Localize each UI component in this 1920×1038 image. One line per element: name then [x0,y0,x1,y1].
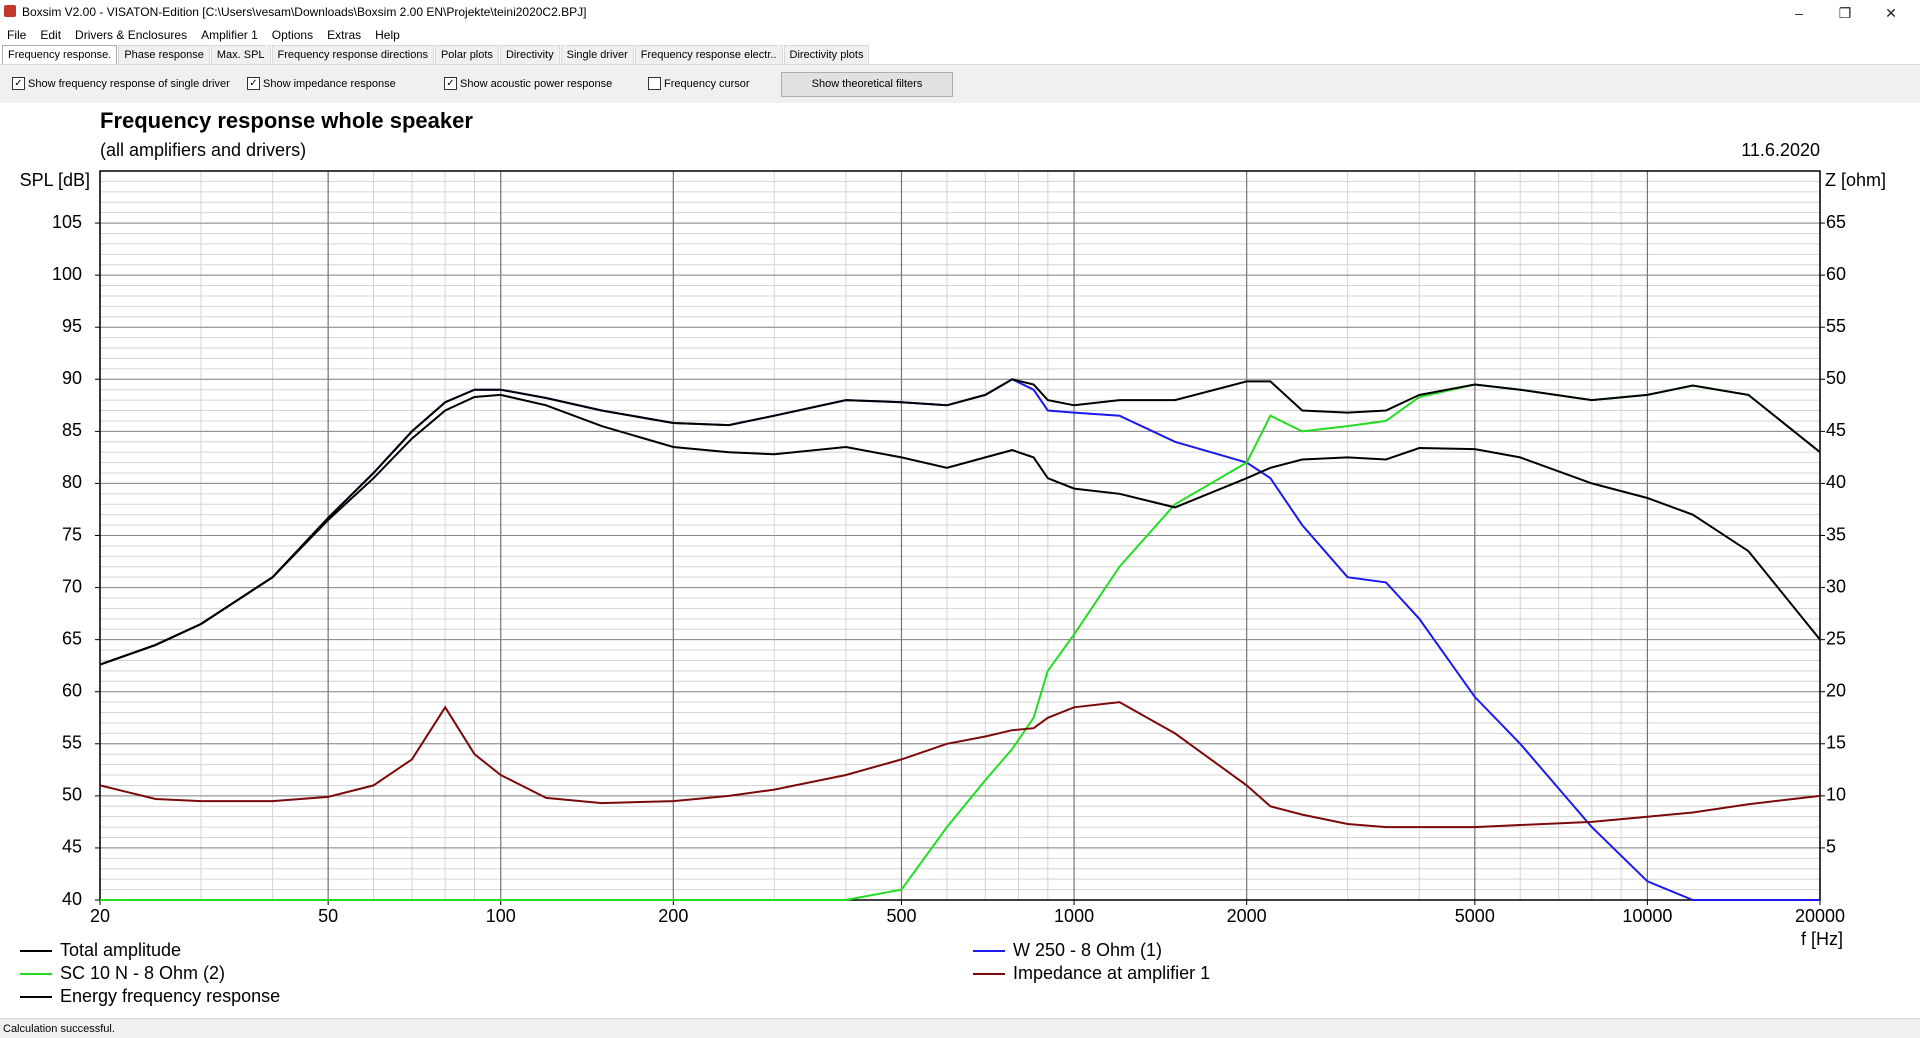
y-tick-label: 80 [62,472,82,492]
y-tick-label: 55 [62,733,82,753]
checkbox[interactable]: ✓ Show acoustic power response [444,77,612,90]
checkbox-box[interactable]: ✓ [12,77,25,90]
legend-label: Impedance at amplifier 1 [1013,963,1210,983]
tab[interactable]: Directivity plots [783,45,870,64]
x-tick-label: 10000 [1622,906,1672,926]
tab[interactable]: Polar plots [434,45,499,64]
y-tick-label: 90 [62,368,82,388]
tab[interactable]: Phase response [118,45,210,64]
y-tick-label: 100 [52,264,82,284]
tab[interactable]: Max. SPL [210,45,271,64]
y2-tick-label: 30 [1826,576,1846,596]
checkbox-box[interactable] [648,77,661,90]
y-tick-label: 95 [62,316,82,336]
y2-tick-label: 65 [1826,212,1846,232]
y2-tick-label: 50 [1826,368,1846,388]
y2-tick-label: 45 [1826,420,1846,440]
y-axis-label: SPL [dB] [20,170,90,190]
close-button[interactable]: ✕ [1885,5,1897,21]
checkbox-label: Show impedance response [263,77,396,90]
checkbox-label: Show acoustic power response [460,77,613,90]
checkbox[interactable]: Frequency cursor [648,77,750,90]
x-tick-label: 20000 [1795,906,1845,926]
app-icon [4,5,16,17]
y2-tick-label: 10 [1826,785,1846,805]
legend-label: Total amplitude [60,940,181,960]
menu-item[interactable]: Amplifier 1 [201,28,258,42]
menu-item[interactable]: Options [271,28,314,42]
menu-item[interactable]: Extras [327,28,362,42]
status-bar: Calculation successful. [0,1018,1920,1038]
y-tick-label: 70 [62,576,82,596]
y2-tick-label: 60 [1826,264,1846,284]
chart-subtitle: (all amplifiers and drivers) [100,140,306,160]
legend-label: SC 10 N - 8 Ohm (2) [60,963,225,983]
chart-date: 11.6.2020 [1741,140,1820,160]
checkbox-label: Frequency cursor [664,77,750,90]
title-bar: Boxsim V2.00 - VISATON-Edition [C:\Users… [0,0,1920,26]
checkbox[interactable]: ✓ Show impedance response [247,77,396,90]
checkbox-box[interactable]: ✓ [247,77,260,90]
legend-label: Energy frequency response [60,986,280,1006]
plot-frame [99,170,1821,901]
tab[interactable]: Directivity [499,45,560,64]
checkbox[interactable]: ✓ Show frequency response of single drive… [12,77,230,90]
series-line [99,378,1821,666]
y2-axis-label: Z [ohm] [1825,170,1886,190]
y-tick-label: 40 [62,889,82,909]
chart: Frequency response whole speaker (all amp… [20,108,1886,1006]
toolbar: Show theoretical filters ✓ Show frequency… [0,64,1920,103]
tab[interactable]: Frequency response. [2,45,118,64]
y-tick-label: 75 [62,524,82,544]
y-tick-label: 60 [62,680,82,700]
y2-tick-label: 25 [1826,628,1846,648]
series-line [99,393,1821,666]
menu-bar: File Edit Drivers & Enclosures Amplifier 1 O… [0,26,1920,44]
legend-label: W 250 - 8 Ohm (1) [1013,940,1162,960]
minimize-button[interactable]: – [1795,5,1803,21]
menu-item[interactable]: File [7,28,27,42]
y-tick-label: 105 [52,212,82,232]
menu-item[interactable]: Drivers & Enclosures [75,28,188,42]
chart-title: Frequency response whole speaker [100,108,473,133]
y-tick-label: 85 [62,420,82,440]
x-tick-label: 20 [90,906,110,926]
tab-bar: Frequency response. Phase response Max. SP… [2,45,870,64]
x-tick-label: 1000 [1054,906,1094,926]
x-tick-label: 500 [886,906,916,926]
theoretical-filters-button[interactable]: Show theoretical filters [781,72,953,97]
checkbox-label: Show frequency response of single driver [28,77,230,90]
x-tick-label: 50 [318,906,338,926]
y2-tick-label: 35 [1826,524,1846,544]
checkbox-box[interactable]: ✓ [444,77,457,90]
y2-tick-label: 20 [1826,680,1846,700]
y-tick-label: 45 [62,837,82,857]
series-line [99,701,1821,829]
tab[interactable]: Single driver [560,45,634,64]
tab[interactable]: Frequency response directions [271,45,434,64]
x-tick-label: 2000 [1227,906,1267,926]
restore-button[interactable]: ❐ [1838,5,1852,21]
x-axis-label: f [Hz] [1801,929,1843,949]
y2-tick-label: 5 [1826,837,1836,857]
y-tick-label: 50 [62,785,82,805]
y-tick-label: 65 [62,628,82,648]
tab[interactable]: Frequency response electr.. [634,45,783,64]
window-title: Boxsim V2.00 - VISATON-Edition [C:\Users… [22,5,587,19]
menu-item[interactable]: Edit [40,28,62,42]
x-tick-label: 5000 [1455,906,1495,926]
y2-tick-label: 15 [1826,733,1846,753]
menu-item[interactable]: Help [375,28,400,42]
status-text: Calculation successful. [3,1023,115,1035]
y2-tick-label: 55 [1826,316,1846,336]
x-tick-label: 200 [658,906,688,926]
x-tick-label: 100 [486,906,516,926]
y2-tick-label: 40 [1826,472,1846,492]
